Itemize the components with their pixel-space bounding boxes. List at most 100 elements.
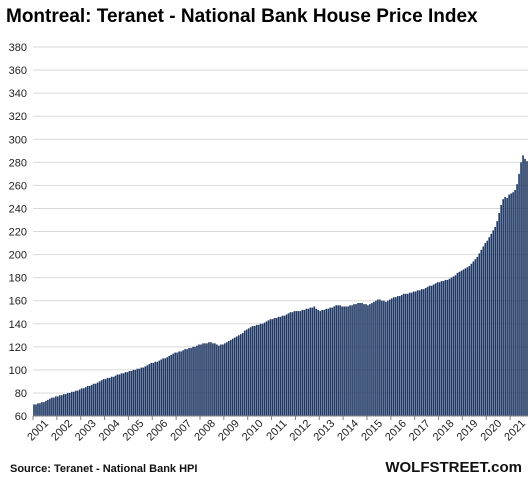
bar [231,338,234,416]
bar [114,375,117,416]
bar [367,305,369,416]
bar [172,353,174,416]
bar [504,196,506,416]
bar [212,343,214,416]
bar [369,304,371,416]
x-tick-label: 2020 [479,418,505,444]
bar [512,192,514,416]
bar [430,285,433,416]
bar [63,394,65,416]
bar [385,301,387,416]
bar [188,347,190,416]
bar [438,282,441,416]
bar [283,315,286,416]
bar [394,297,397,416]
bar [468,266,471,416]
bar [440,281,443,416]
y-tick-label: 100 [9,365,27,377]
bar [98,381,101,416]
bar [357,302,359,416]
bar [144,366,147,416]
y-axis-ticks: 60 80 100 120 140 160 180 200 220 240 260 280 300 320… [9,42,27,423]
bar [474,259,477,416]
bar [224,343,226,416]
bar [47,399,49,416]
bar [61,395,63,416]
bar [74,390,77,416]
x-tick-label: 2001 [25,418,51,444]
bar [190,347,192,416]
bar [106,377,109,416]
bar [241,332,244,416]
bar [480,249,483,416]
bar [100,380,103,416]
x-tick-label: 2009 [216,418,242,444]
x-tick-label: 2011 [264,418,289,443]
bar [96,382,99,416]
bar [154,361,157,416]
bar [416,290,419,416]
bar [490,233,493,416]
bar [289,312,292,416]
bar [428,285,431,416]
bar [198,344,200,416]
bar [59,395,61,416]
bar [102,379,105,416]
bar [118,374,121,416]
bar [218,345,220,416]
bar [180,351,182,416]
bar [337,305,339,416]
x-tick-label: 2013 [312,418,338,444]
bar [257,324,260,416]
bar [251,326,254,416]
bar [247,328,250,416]
bar [235,336,238,416]
x-tick-label: 2002 [49,418,75,444]
brand-watermark: WOLFSTREET.com [385,459,522,476]
bar [462,269,465,416]
bar [152,362,155,416]
bar [339,305,341,416]
x-tick-label: 2014 [335,418,361,444]
x-tick-label: 2006 [145,418,171,444]
bar [164,358,167,416]
bar [158,360,161,416]
bar [327,308,330,416]
bar [412,291,415,416]
bar [460,270,463,416]
bar [176,352,178,416]
x-tick-label: 2005 [121,418,147,444]
bar [498,213,500,416]
bar [166,357,168,416]
y-tick-label: 380 [9,42,27,54]
bar [35,404,37,416]
bar [245,329,248,416]
bar [49,398,51,416]
bar [502,199,504,416]
bar [228,341,230,416]
bar [295,311,298,416]
bar [305,308,308,416]
x-tick-label: 2018 [431,418,457,444]
bar [287,313,290,416]
bar [361,302,363,416]
bar [255,324,258,416]
bar [76,390,79,416]
bar [406,293,409,416]
bar [500,204,502,416]
bar [182,350,184,416]
bar [156,361,159,416]
bar [291,312,294,416]
bar [363,304,365,416]
bar [418,290,421,416]
y-tick-label: 180 [9,273,27,285]
bar [404,293,407,416]
bar [400,294,403,416]
bar [484,243,487,416]
bar [410,292,413,416]
bar [136,368,139,416]
bar [273,317,276,416]
bar [520,162,522,416]
x-tick-label: 2010 [240,418,266,444]
